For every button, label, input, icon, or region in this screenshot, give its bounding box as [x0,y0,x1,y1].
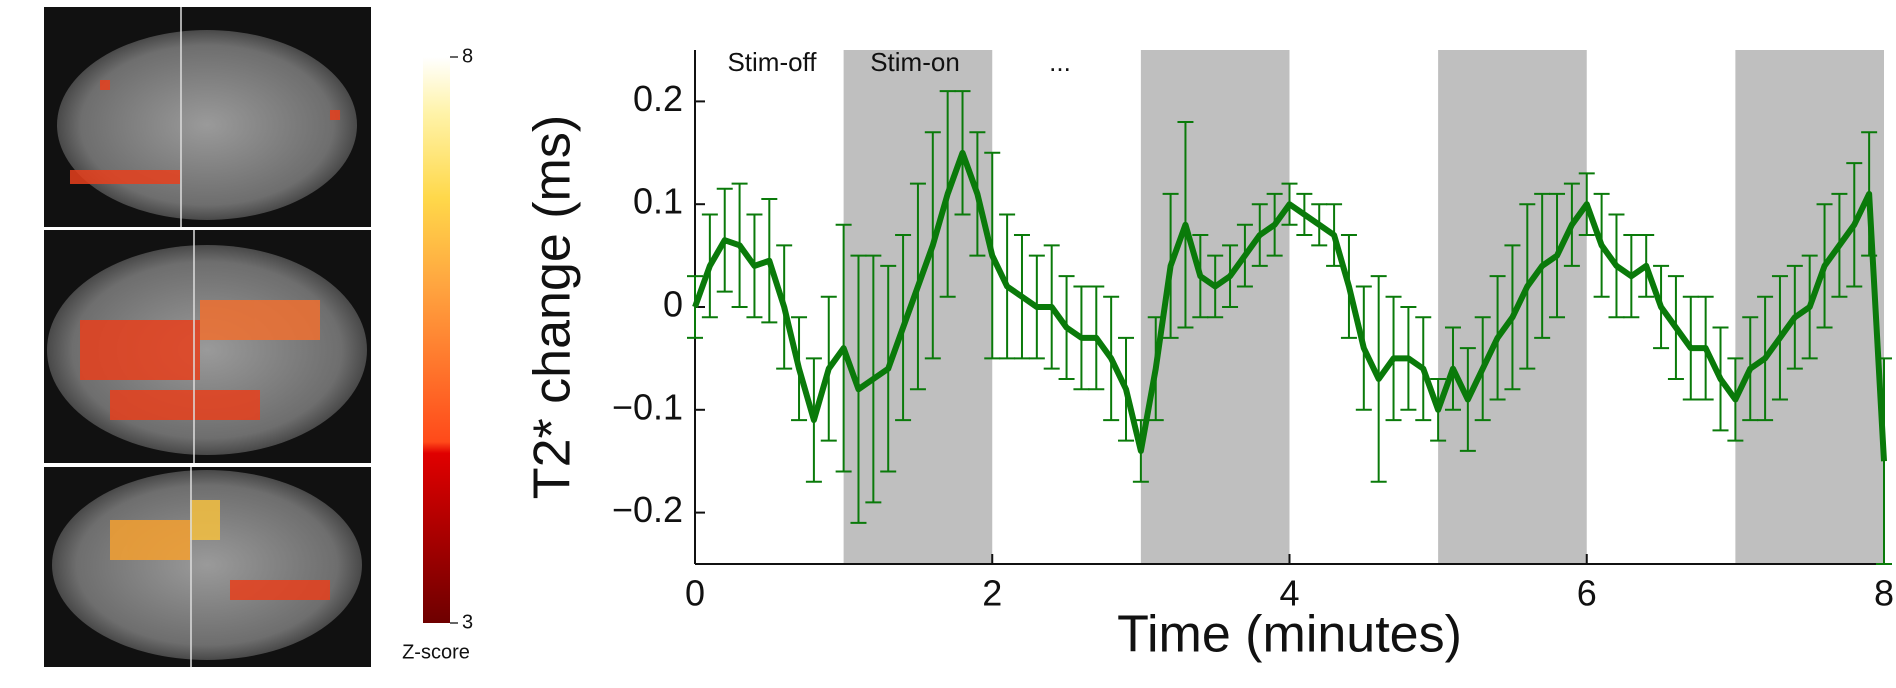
x-tick-label: 2 [982,573,1002,614]
y-tick-label: −0.2 [612,489,683,530]
annotation: ... [1049,47,1071,77]
x-tick-label: 4 [1279,573,1299,614]
annotation: Stim-on [870,47,960,77]
colorbar-label: Z-score [402,641,470,663]
brain-tissue [52,470,362,660]
y-tick-label: −0.1 [612,386,683,427]
x-tick-label: 6 [1577,573,1597,614]
x-tick-label: 8 [1874,573,1894,614]
activation [70,80,340,600]
brain-images [44,7,371,667]
line [692,149,1887,462]
annotation: Stim-off [727,47,817,77]
y-tick-label: 0.1 [633,181,683,222]
colorbar [423,57,450,623]
y-axis-label: T2* change (ms) [524,115,582,499]
x-tick-label: 0 [685,573,705,614]
y-tick-label: 0 [663,284,683,325]
colorbar-tick-label: 8 [462,45,473,67]
x-axis-label: Time (minutes) [1117,606,1462,664]
crosshair [180,7,195,667]
brain-tissue [57,30,357,220]
colorbar-tick-label: 3 [462,611,473,633]
y-tick-label: 0.2 [633,78,683,119]
